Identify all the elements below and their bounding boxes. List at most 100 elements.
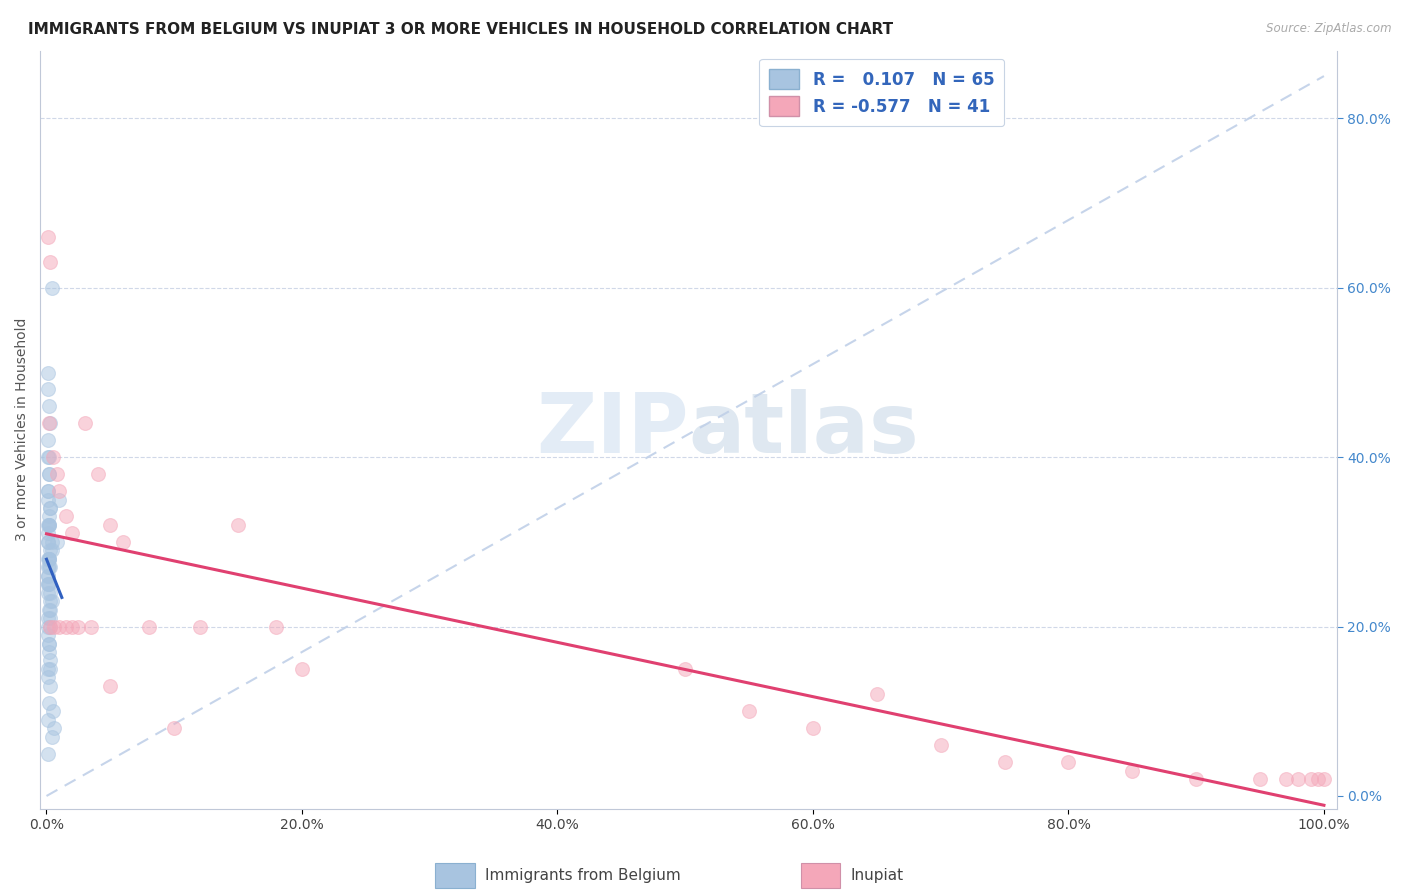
Point: [38, 577, 60, 591]
Point: [163, 721, 186, 735]
Point: [38, 450, 60, 465]
Point: [993, 755, 1015, 769]
Point: [37, 713, 59, 727]
Point: [37, 747, 59, 761]
Point: [138, 619, 160, 633]
Point: [38, 551, 60, 566]
Point: [37, 577, 59, 591]
Point: [39, 662, 62, 676]
Text: atlas: atlas: [689, 389, 920, 470]
Point: [38, 518, 60, 533]
Point: [39, 619, 62, 633]
Point: [41, 281, 63, 295]
Point: [39, 560, 62, 574]
Point: [112, 535, 135, 549]
Point: [1274, 772, 1296, 786]
Point: [42, 704, 65, 718]
Point: [41, 535, 63, 549]
Point: [39, 619, 62, 633]
Point: [38, 551, 60, 566]
Point: [37, 662, 59, 676]
Point: [39, 501, 62, 516]
Point: [37, 611, 59, 625]
Point: [38, 560, 60, 574]
Text: Immigrants from Belgium: Immigrants from Belgium: [485, 868, 681, 882]
Point: [39, 594, 62, 608]
Point: [39, 585, 62, 599]
Point: [37, 230, 59, 244]
Legend: R =   0.107   N = 65, R = -0.577   N = 41: R = 0.107 N = 65, R = -0.577 N = 41: [759, 59, 1004, 127]
Point: [38, 467, 60, 482]
Point: [38, 636, 60, 650]
Point: [37, 619, 59, 633]
Point: [38, 602, 60, 616]
Point: [39, 679, 62, 693]
Point: [38, 518, 60, 533]
Point: [98, 679, 121, 693]
Point: [38, 509, 60, 524]
Point: [37, 484, 59, 499]
Point: [929, 738, 952, 752]
Point: [801, 721, 824, 735]
Point: [42, 450, 65, 465]
Point: [1185, 772, 1208, 786]
Point: [55, 509, 77, 524]
Point: [45, 467, 67, 482]
Point: [73, 417, 96, 431]
Point: [37, 628, 59, 642]
Y-axis label: 3 or more Vehicles in Household: 3 or more Vehicles in Household: [15, 318, 30, 541]
Point: [80, 619, 103, 633]
Point: [39, 653, 62, 667]
Point: [1121, 764, 1143, 778]
Point: [37, 518, 59, 533]
Point: [44, 721, 66, 735]
Point: [291, 662, 314, 676]
Point: [37, 450, 59, 465]
Point: [55, 619, 77, 633]
Point: [38, 467, 60, 482]
Point: [1249, 772, 1271, 786]
Point: [38, 636, 60, 650]
Point: [37, 434, 59, 448]
Point: [37, 585, 59, 599]
Point: [67, 619, 90, 633]
Point: [39, 255, 62, 269]
Point: [188, 619, 211, 633]
Point: [39, 602, 62, 616]
Point: [48, 619, 70, 633]
Text: Source: ZipAtlas.com: Source: ZipAtlas.com: [1267, 22, 1392, 36]
Point: [673, 662, 696, 676]
Point: [37, 535, 59, 549]
Point: [39, 417, 62, 431]
Point: [37, 484, 59, 499]
Point: [60, 619, 83, 633]
Point: [1306, 772, 1329, 786]
Point: [38, 645, 60, 659]
Point: [1286, 772, 1309, 786]
Point: [38, 400, 60, 414]
Point: [1313, 772, 1336, 786]
Point: [41, 730, 63, 744]
Point: [37, 568, 59, 582]
Point: [45, 535, 67, 549]
Point: [48, 492, 70, 507]
Point: [48, 484, 70, 499]
Point: [86, 467, 108, 482]
Point: [37, 526, 59, 541]
Point: [37, 551, 59, 566]
Point: [60, 526, 83, 541]
Point: [37, 366, 59, 380]
Point: [1057, 755, 1080, 769]
Point: [39, 501, 62, 516]
Point: [39, 611, 62, 625]
Text: ZIP: ZIP: [536, 389, 689, 470]
Point: [37, 492, 59, 507]
Point: [38, 417, 60, 431]
Point: [226, 518, 249, 533]
Point: [38, 518, 60, 533]
Point: [37, 535, 59, 549]
Text: IMMIGRANTS FROM BELGIUM VS INUPIAT 3 OR MORE VEHICLES IN HOUSEHOLD CORRELATION C: IMMIGRANTS FROM BELGIUM VS INUPIAT 3 OR …: [28, 22, 893, 37]
Point: [37, 560, 59, 574]
Point: [37, 568, 59, 582]
Point: [37, 670, 59, 684]
